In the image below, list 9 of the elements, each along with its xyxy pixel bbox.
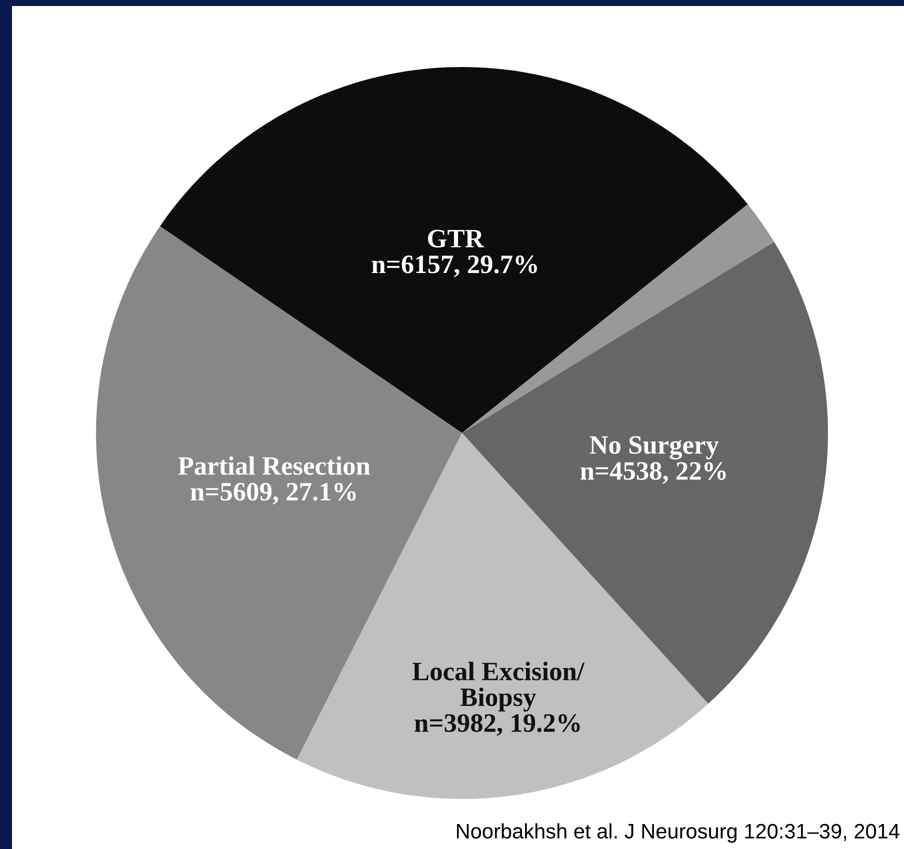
data-label: n=3982, 19.2% <box>414 714 580 736</box>
slice-label: GTR <box>428 230 484 248</box>
data-label: n=5609, 27.1% <box>190 482 356 504</box>
slice-label: Partial Resection <box>178 456 370 475</box>
data-label: n=4538, 22% <box>580 462 726 484</box>
data-label: n=6157, 29.7% <box>372 255 537 278</box>
pie-slice <box>160 67 748 433</box>
text: Noorbakhsh et al. J Neurosurg 120:31–39, 2014 <box>457 823 900 843</box>
slice-label: No Surgery <box>590 436 719 460</box>
